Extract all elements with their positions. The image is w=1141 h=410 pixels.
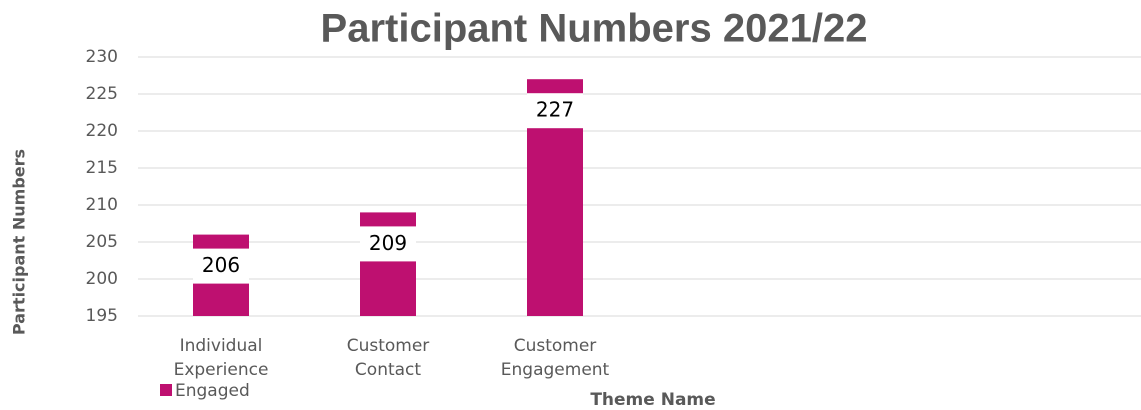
x-tick-label: Customer Engagement <box>500 336 610 380</box>
y-tick-label: 200 <box>86 269 118 289</box>
y-tick-label: 210 <box>86 195 118 215</box>
chart-title: Participant Numbers 2021/22 <box>321 7 868 51</box>
data-label-box <box>360 226 416 262</box>
y-tick-label: 225 <box>86 84 118 104</box>
data-label: 227 <box>536 98 574 122</box>
data-label: 206 <box>202 253 240 277</box>
x-tick-label: Individual Experience <box>173 336 269 380</box>
y-tick-label: 220 <box>86 121 118 141</box>
legend-label: Engaged <box>175 381 250 401</box>
y-axis-label: Participant Numbers <box>10 149 29 335</box>
y-tick-label: 195 <box>86 306 118 326</box>
x-axis-label: Theme Name <box>590 390 715 410</box>
x-tick-label: Customer Contact <box>346 336 430 380</box>
data-label: 209 <box>369 231 407 255</box>
y-tick-label: 205 <box>86 232 118 252</box>
data-label-box <box>193 248 249 284</box>
y-tick-label: 230 <box>86 47 118 67</box>
legend-swatch <box>160 384 172 396</box>
y-tick-label: 215 <box>86 158 118 178</box>
data-label-box <box>527 93 583 129</box>
